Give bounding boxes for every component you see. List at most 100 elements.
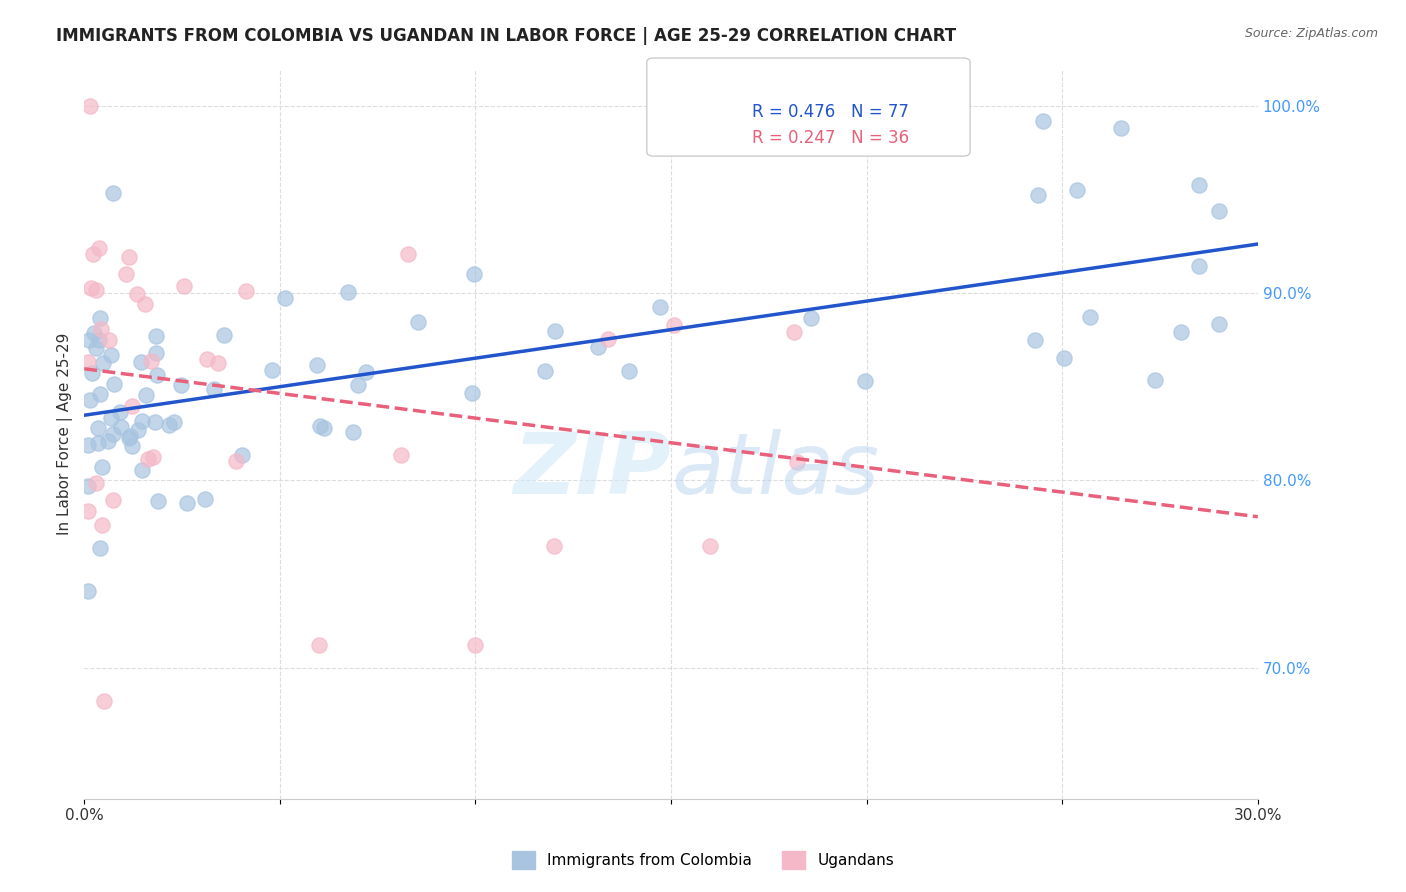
Point bbox=[207, 356, 229, 370]
Point bbox=[89, 310, 111, 325]
Point bbox=[90, 322, 112, 336]
Point bbox=[139, 354, 162, 368]
Point bbox=[662, 318, 685, 332]
Point bbox=[110, 419, 132, 434]
Point bbox=[163, 416, 186, 430]
Point bbox=[145, 346, 167, 360]
Point bbox=[464, 638, 486, 652]
Point bbox=[173, 278, 195, 293]
Point bbox=[100, 348, 122, 362]
Text: R = 0.247   N = 36: R = 0.247 N = 36 bbox=[752, 129, 910, 147]
Text: Source: ZipAtlas.com: Source: ZipAtlas.com bbox=[1244, 27, 1378, 40]
Point bbox=[262, 362, 284, 376]
Point bbox=[89, 241, 111, 255]
Point bbox=[87, 333, 110, 347]
Point bbox=[121, 440, 143, 454]
Point bbox=[314, 421, 336, 435]
Point bbox=[86, 283, 108, 297]
Point bbox=[197, 351, 219, 366]
Point bbox=[1109, 121, 1132, 136]
Point bbox=[131, 414, 153, 428]
Point bbox=[129, 354, 152, 368]
Text: R = 0.476   N = 77: R = 0.476 N = 77 bbox=[752, 103, 910, 120]
Point bbox=[231, 448, 253, 462]
Point bbox=[86, 421, 108, 435]
Point bbox=[90, 460, 112, 475]
Point bbox=[134, 297, 156, 311]
Point bbox=[125, 286, 148, 301]
Point bbox=[1053, 351, 1076, 366]
Point bbox=[82, 247, 104, 261]
Point bbox=[84, 341, 107, 355]
Point bbox=[90, 518, 112, 533]
Point bbox=[534, 364, 557, 378]
Point bbox=[117, 431, 139, 445]
Point bbox=[148, 493, 170, 508]
Point bbox=[648, 301, 671, 315]
Point bbox=[77, 504, 100, 518]
Point bbox=[97, 333, 120, 347]
Point bbox=[93, 694, 115, 708]
Point bbox=[115, 267, 138, 281]
Point bbox=[342, 425, 364, 439]
Point bbox=[117, 250, 139, 264]
Point bbox=[586, 340, 609, 354]
Point bbox=[83, 326, 105, 340]
Point bbox=[202, 382, 225, 396]
Point bbox=[89, 386, 111, 401]
Point bbox=[308, 638, 330, 652]
Point bbox=[146, 368, 169, 383]
Point bbox=[1024, 333, 1046, 347]
Point bbox=[1026, 187, 1049, 202]
Point bbox=[235, 284, 257, 298]
Point bbox=[169, 378, 191, 392]
Point bbox=[1066, 183, 1088, 197]
Point bbox=[212, 328, 235, 343]
Point bbox=[108, 405, 131, 419]
Point bbox=[142, 450, 165, 464]
Point bbox=[389, 448, 412, 462]
Point bbox=[89, 541, 111, 556]
Point bbox=[157, 418, 180, 433]
Point bbox=[598, 332, 620, 346]
Legend: , : , bbox=[730, 76, 789, 145]
Point bbox=[463, 267, 485, 281]
Point bbox=[308, 419, 330, 434]
Point bbox=[460, 386, 482, 401]
Point bbox=[853, 374, 876, 388]
Point bbox=[396, 247, 419, 261]
Point bbox=[101, 427, 124, 442]
Point bbox=[176, 496, 198, 510]
Point bbox=[305, 359, 328, 373]
Point bbox=[194, 492, 217, 507]
Point bbox=[1032, 114, 1054, 128]
Point bbox=[225, 453, 247, 467]
Point bbox=[77, 584, 100, 599]
Point bbox=[1208, 204, 1230, 219]
Point bbox=[100, 411, 122, 425]
Point bbox=[101, 186, 124, 201]
Point bbox=[786, 455, 808, 469]
Point bbox=[699, 539, 721, 553]
Point bbox=[136, 452, 159, 467]
Point bbox=[274, 291, 297, 305]
Point bbox=[77, 478, 100, 492]
Point bbox=[800, 311, 823, 326]
Point bbox=[145, 329, 167, 343]
Point bbox=[406, 315, 429, 329]
Point bbox=[1170, 325, 1192, 339]
Point bbox=[543, 539, 565, 553]
Point bbox=[1143, 373, 1166, 387]
Point bbox=[143, 415, 166, 429]
Point bbox=[127, 423, 149, 437]
Point bbox=[1188, 178, 1211, 192]
Point bbox=[82, 366, 104, 380]
Point bbox=[103, 377, 125, 392]
Point bbox=[91, 356, 114, 370]
Point bbox=[101, 492, 124, 507]
Text: IMMIGRANTS FROM COLOMBIA VS UGANDAN IN LABOR FORCE | AGE 25-29 CORRELATION CHART: IMMIGRANTS FROM COLOMBIA VS UGANDAN IN L… bbox=[56, 27, 956, 45]
Point bbox=[131, 463, 153, 477]
Point bbox=[80, 281, 103, 295]
Legend: Immigrants from Colombia, Ugandans: Immigrants from Colombia, Ugandans bbox=[506, 845, 900, 875]
Point bbox=[617, 363, 640, 377]
